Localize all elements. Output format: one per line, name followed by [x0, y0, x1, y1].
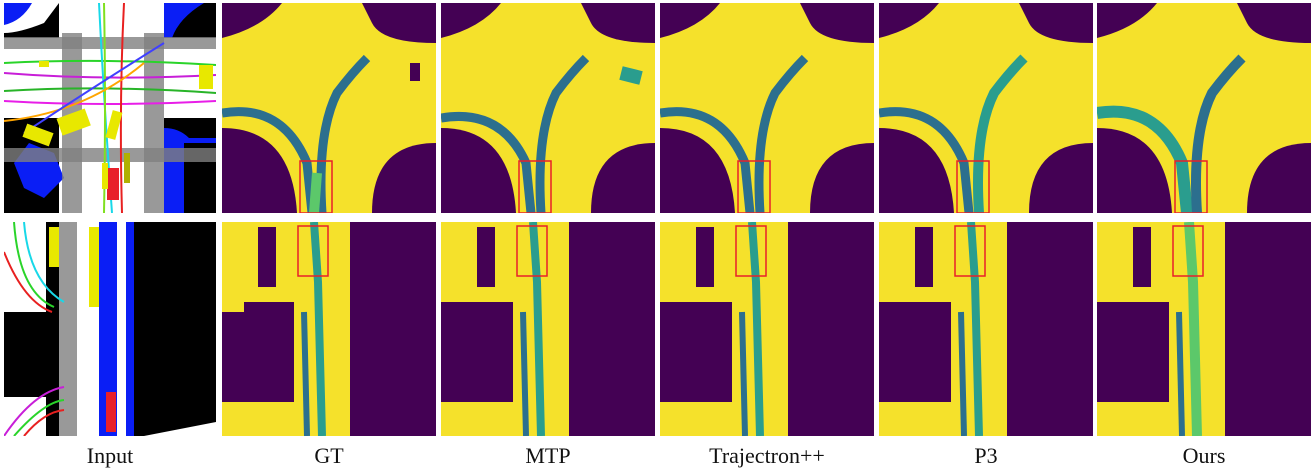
mtp-map-row2 [441, 222, 655, 436]
gt-map-row1 [222, 3, 436, 213]
column-label-ours: Ours [1182, 443, 1226, 468]
column-label-trajectron: Trajectron++ [709, 443, 825, 468]
p3-map-row2 [879, 222, 1093, 436]
ours-map-row1 [1097, 3, 1311, 213]
trajectron-map-row2 [660, 222, 874, 436]
gt-map-row2 [222, 222, 436, 436]
p3-map-row1 [879, 3, 1093, 213]
trajectron-map-row1 [660, 3, 874, 213]
column-label-input: Input [86, 443, 134, 468]
column-label-gt: GT [314, 443, 344, 468]
mtp-map-row1 [441, 3, 655, 213]
input-map-row2 [4, 222, 216, 436]
ours-map-row2 [1097, 222, 1311, 436]
column-label-mtp: MTP [525, 443, 571, 468]
input-map-row1 [4, 3, 216, 213]
column-label-p3: P3 [974, 443, 998, 468]
